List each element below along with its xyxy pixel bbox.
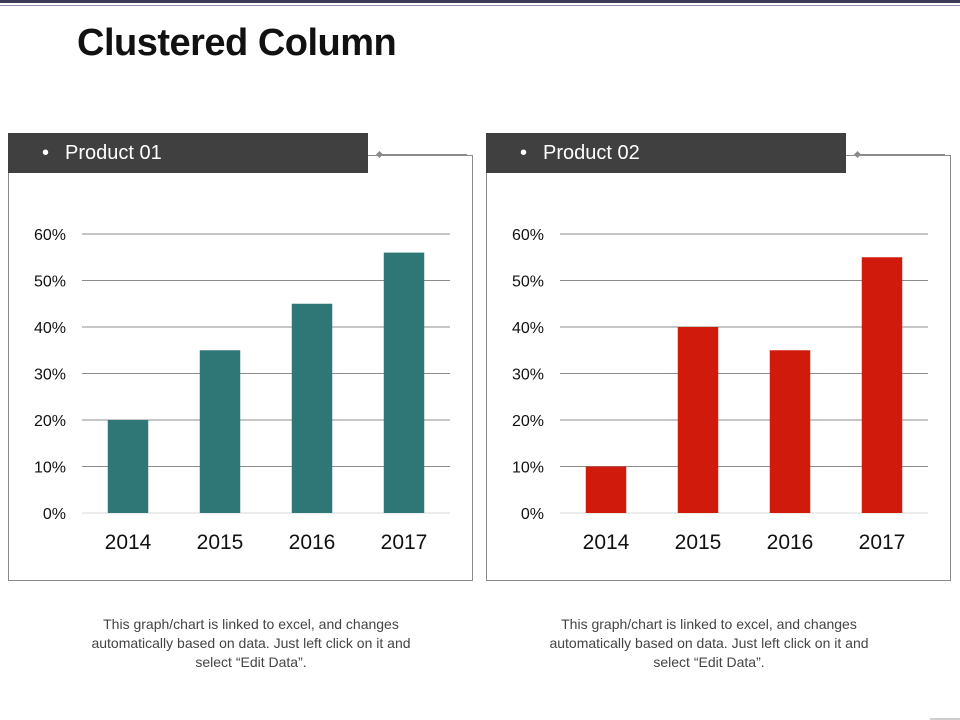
connector-line <box>853 150 945 159</box>
y-tick-label: 10% <box>34 460 66 477</box>
y-tick-label: 40% <box>34 320 66 337</box>
caption-product-02: This graph/chart is linked to excel, and… <box>509 615 909 672</box>
slide-title: Clustered Column <box>77 22 397 64</box>
bar-2015 <box>199 350 241 513</box>
y-tick-label: 30% <box>34 367 66 384</box>
x-tick-label: 2017 <box>859 531 906 554</box>
bullet-icon: • <box>520 142 528 164</box>
bar-2015 <box>677 327 719 513</box>
bar-2014 <box>585 466 627 513</box>
caption-line: select “Edit Data”. <box>195 654 307 670</box>
caption-line: This graph/chart is linked to excel, and… <box>103 616 399 632</box>
y-tick-label: 0% <box>521 506 544 523</box>
x-tick-label: 2015 <box>197 531 244 554</box>
bar-2016 <box>769 350 811 513</box>
top-rule <box>0 0 960 3</box>
panel-header-product-01: • Product 01 <box>8 133 368 173</box>
top-rule-thin <box>0 5 960 6</box>
bar-2017 <box>861 257 903 513</box>
y-tick-label: 30% <box>512 367 544 384</box>
corner-mark <box>930 718 960 720</box>
bullet-icon: • <box>42 142 50 164</box>
chart-product-01[interactable]: 0% 10% 20% 30% 40% 50% 60% 2014 2015 2016 2017 <box>20 215 460 555</box>
chart-product-02[interactable]: 0% 10% 20% 30% 40% 50% 60% 2014 2015 2016 2017 <box>498 215 938 555</box>
caption-product-01: This graph/chart is linked to excel, and… <box>51 615 451 672</box>
caption-line: This graph/chart is linked to excel, and… <box>561 616 857 632</box>
caption-line: select “Edit Data”. <box>653 654 765 670</box>
x-tick-label: 2014 <box>583 531 630 554</box>
y-tick-label: 50% <box>34 274 66 291</box>
x-tick-label: 2017 <box>381 531 428 554</box>
bar-2017 <box>383 252 425 513</box>
y-tick-label: 60% <box>34 227 66 244</box>
bar-2016 <box>291 303 333 513</box>
x-tick-label: 2015 <box>675 531 722 554</box>
bar-2014 <box>107 420 149 513</box>
panel-header-product-02: • Product 02 <box>486 133 846 173</box>
y-tick-label: 60% <box>512 227 544 244</box>
panel-header-label: Product 01 <box>65 142 162 164</box>
y-tick-label: 20% <box>512 413 544 430</box>
connector-line <box>375 150 467 159</box>
panel-header-label: Product 02 <box>543 142 640 164</box>
x-tick-label: 2014 <box>105 531 152 554</box>
y-tick-label: 40% <box>512 320 544 337</box>
y-tick-label: 0% <box>43 506 66 523</box>
x-tick-label: 2016 <box>289 531 336 554</box>
x-tick-label: 2016 <box>767 531 814 554</box>
caption-line: automatically based on data. Just left c… <box>549 635 869 651</box>
caption-line: automatically based on data. Just left c… <box>91 635 411 651</box>
y-tick-label: 50% <box>512 274 544 291</box>
y-tick-label: 10% <box>512 460 544 477</box>
y-tick-label: 20% <box>34 413 66 430</box>
